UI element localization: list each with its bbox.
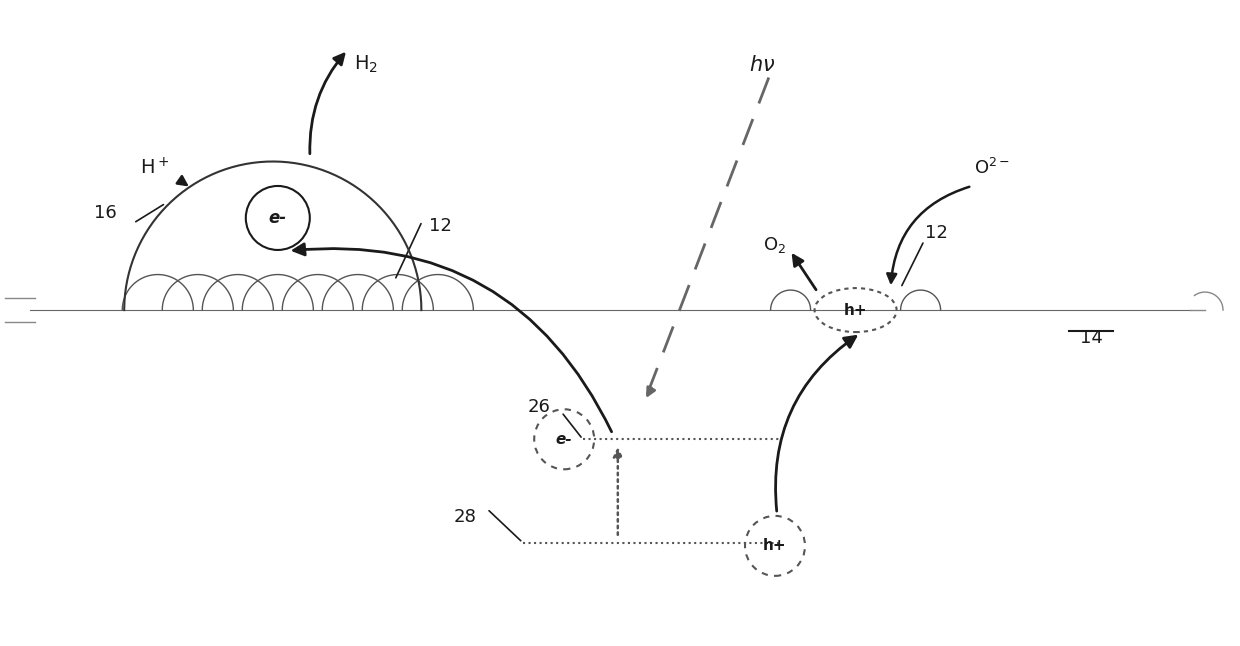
Text: 26: 26 xyxy=(528,398,551,416)
Text: 28: 28 xyxy=(454,508,476,526)
Text: 14: 14 xyxy=(1080,329,1102,348)
FancyArrowPatch shape xyxy=(888,187,970,282)
FancyArrowPatch shape xyxy=(294,244,611,432)
Text: 12: 12 xyxy=(925,224,947,242)
FancyArrowPatch shape xyxy=(177,176,187,185)
Text: O$^{2-}$: O$^{2-}$ xyxy=(973,158,1011,178)
Text: h+: h+ xyxy=(763,538,787,554)
Text: 16: 16 xyxy=(94,204,117,222)
Text: e-: e- xyxy=(556,432,573,447)
FancyArrowPatch shape xyxy=(310,54,343,154)
Text: H$_2$: H$_2$ xyxy=(353,54,378,75)
Text: $h\nu$: $h\nu$ xyxy=(749,55,776,74)
FancyArrowPatch shape xyxy=(775,337,856,511)
Text: O$_2$: O$_2$ xyxy=(764,236,786,255)
Text: e-: e- xyxy=(269,209,286,227)
FancyArrowPatch shape xyxy=(647,387,655,395)
Text: 12: 12 xyxy=(429,217,451,235)
Text: H$^+$: H$^+$ xyxy=(140,158,170,178)
Text: h+: h+ xyxy=(843,302,868,318)
FancyArrowPatch shape xyxy=(794,255,816,290)
